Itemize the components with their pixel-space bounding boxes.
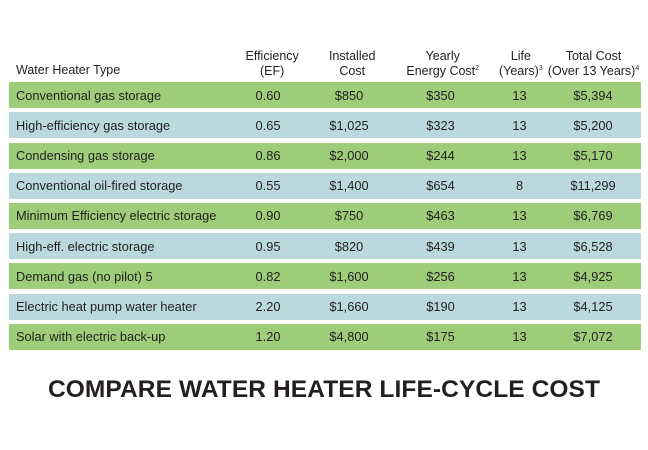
cell-installed-cost: $820 xyxy=(334,238,364,254)
cell-type: Conventional gas storage xyxy=(16,87,162,103)
cell-installed-cost: $1,025 xyxy=(329,117,369,133)
cell-yearly-energy-cost: $654 xyxy=(426,178,455,194)
footnote-marker: 2 xyxy=(475,64,480,72)
header-efficiency: Efficiency (EF) xyxy=(245,49,299,78)
cell-installed-cost: $1,400 xyxy=(329,178,369,194)
cell-efficiency: 0.55 xyxy=(255,178,281,194)
cell-total-cost: $5,394 xyxy=(573,87,613,103)
cell-yearly-energy-cost: $175 xyxy=(426,329,455,345)
cell-total-cost: $6,528 xyxy=(573,238,613,254)
table-header-row: Water Heater Type Efficiency (EF) Install… xyxy=(9,46,641,78)
table-body: Conventional gas storage 0.60 $850 $350 13 $5… xyxy=(9,82,641,350)
cell-life: 13 xyxy=(512,268,527,284)
cell-efficiency: 0.90 xyxy=(255,208,281,224)
cell-type: Minimum Efficiency electric storage xyxy=(16,208,217,224)
cell-installed-cost: $750 xyxy=(334,208,364,224)
table-row: Solar with electric back-up 1.20 $4,800 $17… xyxy=(9,323,641,350)
table-row: Conventional oil-fired storage 0.55 $1,400… xyxy=(9,172,641,199)
cell-efficiency: 1.20 xyxy=(255,329,281,345)
table-row: High-efficiency gas storage 0.65 $1,025 $32… xyxy=(9,112,641,139)
cell-efficiency: 0.60 xyxy=(255,87,281,103)
page-title: COMPARE WATER HEATER LIFE-CYCLE COST xyxy=(47,376,601,403)
cell-life: 13 xyxy=(512,87,527,103)
cell-total-cost: $6,769 xyxy=(573,208,613,224)
header-total-cost: Total Cost (Over 13 Years)4 xyxy=(547,49,640,78)
cell-life: 13 xyxy=(512,329,527,345)
cell-yearly-energy-cost: $323 xyxy=(426,117,455,133)
cell-type: High-efficiency gas storage xyxy=(16,117,171,133)
cell-type: Conventional oil-fired storage xyxy=(16,178,183,194)
table-row: Conventional gas storage 0.60 $850 $350 13 $5… xyxy=(9,82,641,109)
cell-installed-cost: $850 xyxy=(334,87,364,103)
cell-installed-cost: $1,660 xyxy=(329,299,369,314)
cell-type: Demand gas (no pilot) 5 xyxy=(16,268,153,284)
table-row: Minimum Efficiency electric storage 0.90 $… xyxy=(9,202,641,229)
header-yearly-energy-cost: Yearly Energy Cost2 xyxy=(406,49,480,78)
table-row: High-eff. electric storage 0.95 $820 $439 13… xyxy=(9,233,641,260)
cell-total-cost: $4,125 xyxy=(573,299,613,314)
header-water-heater-type: Water Heater Type xyxy=(16,62,121,77)
cell-total-cost: $4,925 xyxy=(573,268,613,284)
cell-yearly-energy-cost: $256 xyxy=(426,268,455,284)
cell-life: 13 xyxy=(512,148,527,164)
header-life: Life (Years)3 xyxy=(498,49,543,78)
footnote-marker: 3 xyxy=(538,64,543,72)
table-row: Condensing gas storage 0.86 $2,000 $244 13 $5… xyxy=(9,142,641,169)
cell-yearly-energy-cost: $439 xyxy=(426,238,455,254)
cell-installed-cost: $1,600 xyxy=(329,268,369,284)
cell-life: 8 xyxy=(515,178,524,194)
cell-yearly-energy-cost: $350 xyxy=(426,87,455,103)
footnote-marker: 4 xyxy=(635,64,640,72)
header-installed-cost: Installed Cost xyxy=(328,49,376,78)
table-row: Electric heat pump water heater 2.20 $1,66… xyxy=(9,293,641,320)
cell-type: Condensing gas storage xyxy=(16,148,155,164)
cell-yearly-energy-cost: $190 xyxy=(426,299,455,314)
cell-total-cost: $5,170 xyxy=(573,148,613,164)
cell-total-cost: $5,200 xyxy=(573,117,613,133)
cell-efficiency: 0.86 xyxy=(255,148,281,164)
cell-yearly-energy-cost: $463 xyxy=(426,208,455,224)
cell-total-cost: $7,072 xyxy=(573,329,613,345)
cell-type: High-eff. electric storage xyxy=(16,238,155,254)
table-row: Demand gas (no pilot) 5 0.82 $1,600 $256 13 $… xyxy=(9,263,641,290)
cell-efficiency: 0.95 xyxy=(255,238,281,254)
cell-installed-cost: $2,000 xyxy=(329,148,369,164)
cost-comparison-table: Water Heater Type Efficiency (EF) Install… xyxy=(9,46,641,350)
cell-life: 13 xyxy=(512,208,527,224)
cell-type: Electric heat pump water heater xyxy=(16,299,197,314)
cell-type: Solar with electric back-up xyxy=(16,329,166,345)
cell-yearly-energy-cost: $244 xyxy=(426,148,455,164)
cell-installed-cost: $4,800 xyxy=(329,329,369,345)
cell-efficiency: 2.20 xyxy=(255,299,281,314)
cell-total-cost: $11,299 xyxy=(570,178,616,194)
cell-life: 13 xyxy=(512,238,527,254)
cell-life: 13 xyxy=(512,299,527,314)
cell-efficiency: 0.82 xyxy=(255,268,281,284)
cell-life: 13 xyxy=(512,117,527,133)
cell-efficiency: 0.65 xyxy=(255,117,281,133)
